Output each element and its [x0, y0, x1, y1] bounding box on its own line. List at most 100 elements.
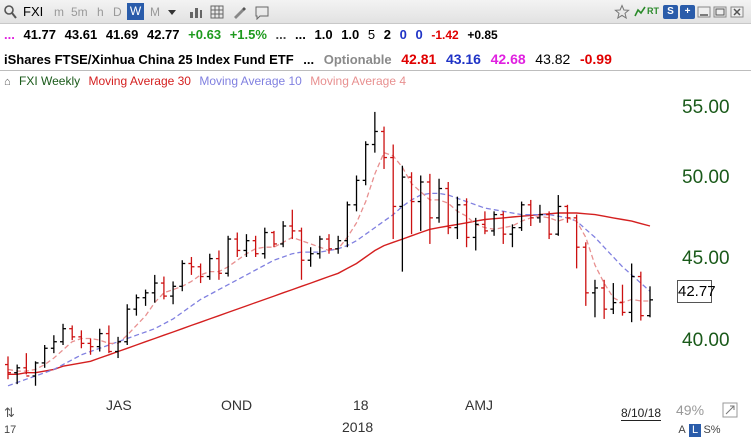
legend-ma30[interactable]: Moving Average 30	[88, 74, 191, 88]
ohlc-bar	[582, 242, 589, 306]
ohlc-bar	[60, 323, 67, 345]
count-value: 5	[367, 27, 376, 42]
legend-ma4[interactable]: Moving Average 4	[310, 74, 407, 88]
change-value: +0.63	[188, 27, 222, 42]
close-icon[interactable]	[730, 4, 746, 20]
realtime-badge: RT	[647, 6, 659, 16]
search-icon[interactable]	[2, 4, 18, 20]
ohlc-bar	[170, 281, 177, 305]
ohlc-bar	[371, 111, 378, 153]
ohlc-bar	[381, 126, 388, 169]
count-value: 2	[383, 27, 391, 42]
bid-size: 1.0	[314, 27, 333, 42]
date-label[interactable]: 8/10/18	[621, 406, 662, 421]
zoom-level: 49%	[676, 402, 705, 418]
diff-value: -0.99	[579, 51, 612, 67]
ohlc-bar	[472, 217, 479, 251]
y-tick-label: 40.00	[682, 330, 730, 351]
ohlc-bar	[555, 195, 562, 236]
count-value: 0	[415, 27, 423, 42]
timeframe-month[interactable]: M	[150, 5, 160, 19]
ohlc-bar	[335, 235, 342, 254]
log-scale-button[interactable]: L	[689, 424, 701, 437]
ohlc-bar	[5, 356, 11, 380]
legend-series[interactable]: FXI Weekly	[19, 74, 81, 88]
ohlc-bar	[215, 250, 222, 280]
draw-tool-icon[interactable]	[231, 4, 247, 20]
ohlc-bar	[610, 283, 617, 315]
refresh-icon[interactable]: ⇅	[4, 405, 15, 420]
ohlc-bar	[50, 335, 57, 354]
ask-size: 1.0	[341, 27, 360, 42]
delta-value: -1.42	[431, 28, 459, 42]
ohlc-bar	[32, 361, 39, 386]
open-value: 41.77	[23, 27, 57, 42]
bullet-dots: ...	[4, 27, 15, 42]
scan-button[interactable]: S	[663, 5, 678, 19]
ohlc-bar	[619, 284, 626, 316]
ohlc-bar	[243, 234, 250, 257]
ohlc-bar	[591, 279, 598, 318]
star-icon[interactable]	[614, 4, 630, 20]
ohlc-bar	[445, 182, 452, 235]
last-value: 43.82	[535, 51, 571, 67]
ohlc-bar	[353, 175, 360, 212]
maximize-icon[interactable]	[713, 4, 729, 20]
y-tick-label: 55.00	[682, 97, 730, 118]
change-percent: +1.5%	[229, 27, 267, 42]
percent-scale-button[interactable]: S%	[703, 424, 721, 436]
timeframe-minute[interactable]: m	[54, 5, 64, 19]
ohlc-bar	[124, 304, 131, 345]
legend-ma10[interactable]: Moving Average 10	[199, 74, 302, 88]
timeframe-5-minute[interactable]: 5m	[71, 5, 88, 19]
timeframe-week[interactable]: W	[127, 3, 144, 20]
ohlc-bar	[628, 263, 635, 323]
ohlc-bar	[536, 204, 543, 223]
note-icon[interactable]	[254, 4, 270, 20]
auto-scale-button[interactable]: A	[678, 424, 686, 436]
timeframe-hour[interactable]: h	[97, 5, 104, 19]
ohlc-bar	[408, 172, 415, 235]
add-button[interactable]: +	[680, 5, 695, 19]
high-value: 43.61	[64, 27, 98, 42]
x-tick-label: JAS	[106, 397, 132, 413]
ohlc-bar	[23, 353, 30, 377]
bullet-dots: ...	[295, 27, 306, 42]
symbol-label[interactable]: FXI	[23, 4, 44, 19]
start-year-label: 17	[4, 424, 17, 436]
ohlc-bar	[454, 196, 461, 240]
ma30-value: 42.81	[401, 51, 437, 67]
ohlc-bar	[252, 235, 259, 257]
ohlc-bar	[546, 211, 553, 240]
ohlc-bar	[197, 263, 204, 284]
chart-type-icon[interactable]	[188, 4, 204, 20]
x-tick-label: 18	[353, 397, 369, 413]
close-value: 42.77	[146, 27, 180, 42]
grid-icon[interactable]	[209, 4, 225, 20]
ohlc-bar	[289, 209, 296, 240]
ohlc-bar	[564, 204, 571, 223]
chart-panel[interactable]	[0, 70, 751, 440]
bullet-dots: ...	[275, 27, 287, 42]
alert-icon[interactable]	[632, 4, 648, 20]
year-label: 2018	[342, 419, 374, 435]
x-tick-label: AMJ	[465, 397, 493, 413]
ohlc-bar	[362, 141, 369, 186]
ohlc-bar	[133, 294, 140, 316]
ohlc-bar	[316, 235, 323, 259]
minimize-icon[interactable]	[697, 4, 713, 20]
ohlc-bar	[390, 144, 397, 240]
timeframe-day[interactable]: D	[113, 5, 122, 19]
ohlc-bar	[481, 211, 488, 235]
ohlc-bar	[573, 214, 580, 269]
chevron-down-icon[interactable]	[166, 4, 182, 20]
zoom-icon[interactable]	[722, 402, 738, 418]
ohlc-bar	[399, 165, 406, 272]
ohlc-bar	[96, 328, 103, 352]
chart-toolbar: FXI m 5m h D W M RT S +	[0, 0, 751, 24]
ohlc-bar	[234, 232, 241, 257]
ohlc-bar	[225, 235, 232, 277]
ohlc-bar	[69, 325, 76, 341]
security-name: iShares FTSE/Xinhua China 25 Index Fund …	[4, 52, 294, 67]
